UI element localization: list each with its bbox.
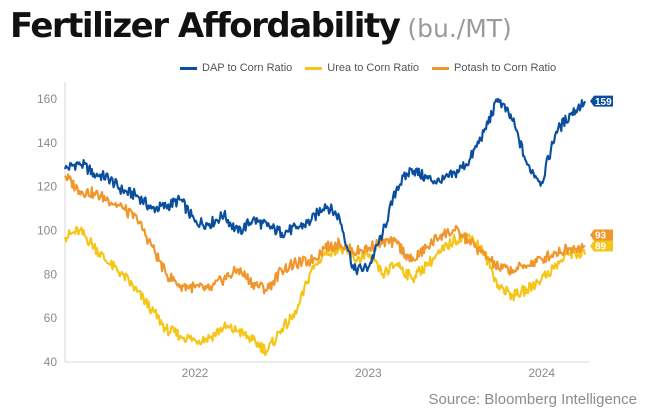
x-tick-label-2023: 2023 [355, 366, 382, 380]
legend-label-potash: Potash to Corn Ratio [454, 62, 557, 74]
legend-item-dap: DAP to Corn Ratio [180, 62, 292, 74]
y-tick-label-100: 100 [37, 223, 57, 237]
end-label-dap: 159 [595, 97, 612, 108]
legend-swatch-urea [305, 66, 323, 70]
legend: DAP to Corn Ratio Urea to Corn Ratio Pot… [180, 62, 556, 74]
x-tick-label-2022: 2022 [182, 366, 209, 380]
series-line-urea [63, 226, 587, 357]
y-tick-label-60: 60 [44, 311, 58, 325]
chart-title: Fertilizer Affordability [10, 6, 401, 46]
legend-swatch-dap [180, 66, 197, 70]
chart-title-row: Fertilizer Affordability (bu./MT) [10, 6, 512, 46]
end-label-bg-urea [590, 240, 613, 252]
series-line-dap [63, 97, 586, 276]
series-line-potash [64, 173, 586, 295]
y-tick-label-40: 40 [44, 355, 58, 369]
y-tick-label-120: 120 [37, 180, 57, 194]
legend-item-urea: Urea to Corn Ratio [305, 62, 419, 74]
end-label-urea: 89 [595, 242, 607, 253]
legend-label-urea: Urea to Corn Ratio [327, 62, 420, 74]
source-note: Source: Bloomberg Intelligence [428, 391, 637, 408]
y-tick-label-140: 140 [37, 136, 57, 150]
chart-subtitle: (bu./MT) [407, 14, 512, 43]
end-label-bg-dap [590, 95, 613, 107]
legend-item-potash: Potash to Corn Ratio [432, 62, 556, 74]
y-tick-label-80: 80 [44, 267, 58, 281]
legend-swatch-potash [432, 66, 450, 70]
x-tick-label-2024: 2024 [528, 366, 555, 380]
end-label-bg-potash [590, 229, 613, 241]
y-tick-label-160: 160 [37, 92, 57, 106]
end-label-potash: 93 [595, 231, 607, 242]
legend-label-dap: DAP to Corn Ratio [202, 62, 293, 74]
